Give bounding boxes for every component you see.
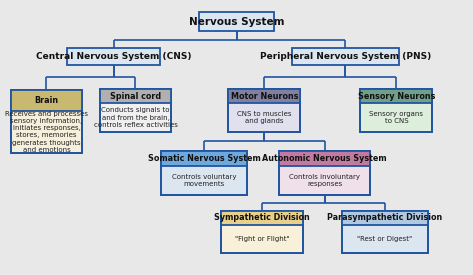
FancyBboxPatch shape — [280, 151, 370, 166]
FancyBboxPatch shape — [67, 48, 160, 65]
FancyBboxPatch shape — [200, 12, 273, 31]
Text: Sensory Neurons: Sensory Neurons — [358, 92, 435, 101]
Text: Nervous System: Nervous System — [189, 16, 284, 27]
FancyBboxPatch shape — [221, 211, 303, 225]
Text: Peripheral Nervous System (PNS): Peripheral Nervous System (PNS) — [260, 52, 431, 61]
Text: Somatic Nervous System: Somatic Nervous System — [148, 154, 261, 163]
FancyBboxPatch shape — [10, 90, 82, 111]
Text: Parasympathetic Division: Parasympathetic Division — [327, 213, 442, 222]
FancyBboxPatch shape — [280, 151, 370, 195]
FancyBboxPatch shape — [99, 89, 171, 103]
Text: "Fight or Flight": "Fight or Flight" — [235, 236, 289, 242]
FancyBboxPatch shape — [342, 211, 428, 253]
FancyBboxPatch shape — [10, 90, 82, 153]
Text: Controls involuntary
responses: Controls involuntary responses — [289, 174, 360, 187]
FancyBboxPatch shape — [228, 89, 300, 132]
FancyBboxPatch shape — [221, 211, 303, 253]
Text: Sensory organs
to CNS: Sensory organs to CNS — [369, 111, 423, 124]
FancyBboxPatch shape — [161, 151, 247, 195]
Text: Motor Neurons: Motor Neurons — [230, 92, 298, 101]
FancyBboxPatch shape — [228, 89, 300, 103]
Text: Receives and processes
sensory information,
initiates responses,
stores, memorie: Receives and processes sensory informati… — [5, 111, 88, 153]
Text: Central Nervous System (CNS): Central Nervous System (CNS) — [36, 52, 192, 61]
FancyBboxPatch shape — [292, 48, 399, 65]
Text: CNS to muscles
and glands: CNS to muscles and glands — [237, 111, 291, 124]
Text: Spinal cord: Spinal cord — [110, 92, 161, 101]
FancyBboxPatch shape — [161, 151, 247, 166]
Text: Controls voluntary
movements: Controls voluntary movements — [172, 174, 236, 187]
FancyBboxPatch shape — [360, 89, 432, 103]
Text: Conducts signals to
and from the brain,
controls reflex activities: Conducts signals to and from the brain, … — [94, 108, 177, 128]
FancyBboxPatch shape — [342, 211, 428, 225]
Text: Brain: Brain — [35, 96, 59, 104]
Text: "Rest or Digest": "Rest or Digest" — [357, 236, 412, 242]
FancyBboxPatch shape — [99, 89, 171, 132]
Text: Autonomic Nervous System: Autonomic Nervous System — [262, 154, 387, 163]
Text: Sympathetic Division: Sympathetic Division — [214, 213, 310, 222]
FancyBboxPatch shape — [360, 89, 432, 132]
